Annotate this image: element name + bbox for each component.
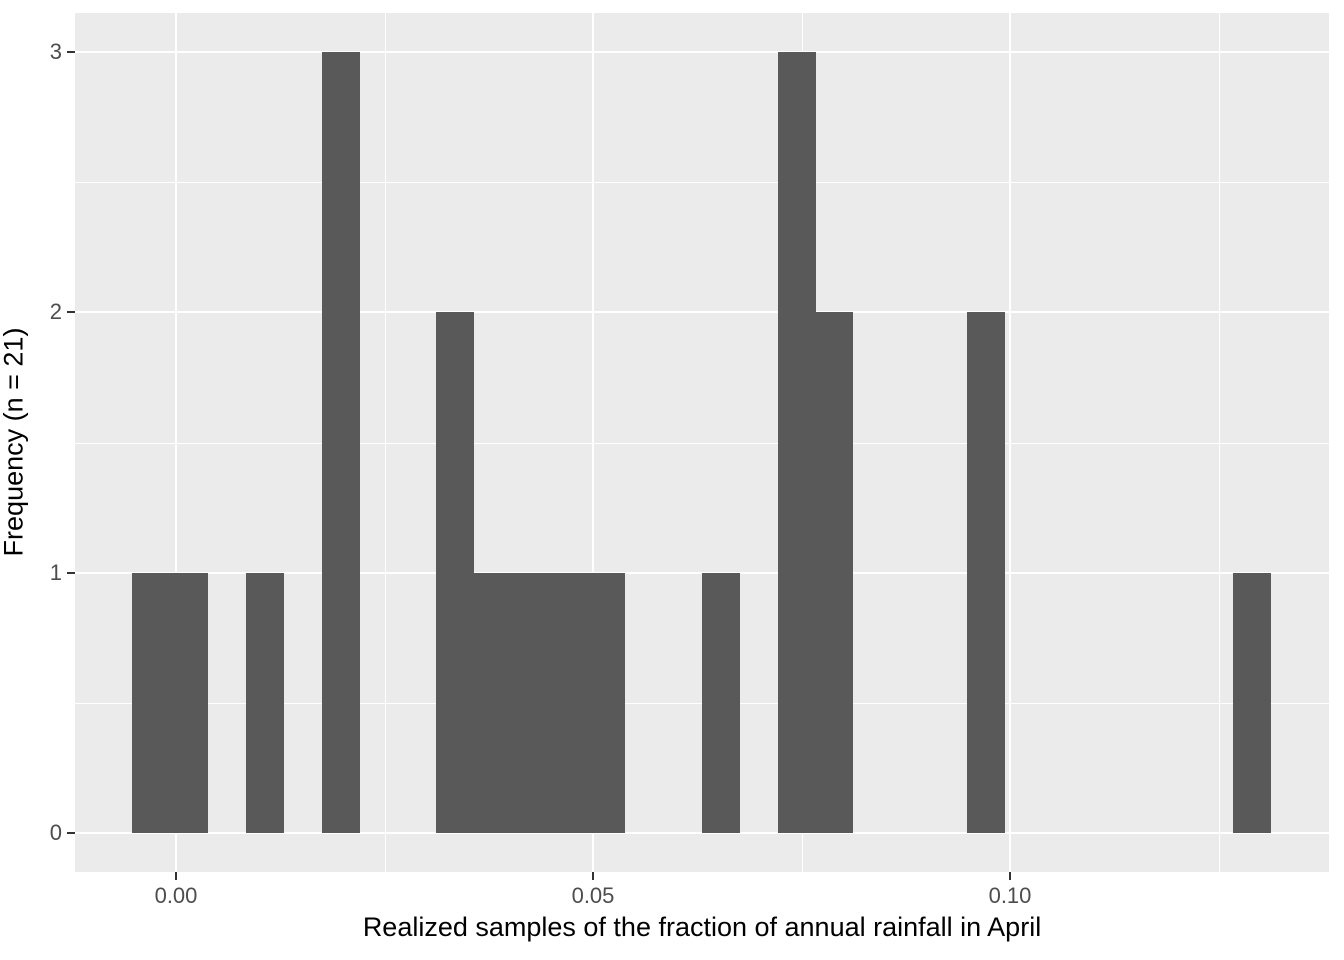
- x-major-gridline: [1009, 13, 1011, 872]
- histogram-bar: [815, 312, 853, 833]
- histogram-bar: [132, 573, 170, 833]
- y-axis-tick: [67, 572, 75, 574]
- x-major-gridline: [592, 13, 594, 872]
- histogram-bar: [550, 573, 588, 833]
- y-axis-tick: [67, 51, 75, 53]
- x-axis-tick: [175, 872, 177, 880]
- histogram-bar: [322, 52, 360, 833]
- histogram-bar: [702, 573, 740, 833]
- y-major-gridline: [75, 832, 1329, 834]
- histogram-bar: [246, 573, 284, 833]
- y-major-gridline: [75, 51, 1329, 53]
- histogram-bar: [967, 312, 1005, 833]
- y-major-gridline: [75, 311, 1329, 313]
- x-tick-label: 0.05: [571, 883, 615, 908]
- y-tick-label: 2: [49, 299, 62, 324]
- histogram-bar: [1233, 573, 1271, 833]
- histogram-bar: [474, 573, 512, 833]
- histogram-bar: [170, 573, 208, 833]
- y-axis-tick: [67, 311, 75, 313]
- y-tick-label: 1: [49, 560, 62, 585]
- y-tick-label: 3: [49, 39, 62, 64]
- x-axis-title: Realized samples of the fraction of annu…: [362, 912, 1042, 942]
- x-tick-label: 0.10: [988, 883, 1032, 908]
- y-axis-tick: [67, 832, 75, 834]
- histogram-bar: [436, 312, 474, 833]
- y-axis-title-text: Frequency (n = 21): [0, 327, 29, 557]
- y-minor-gridline: [75, 181, 1329, 183]
- y-tick-label: 0: [49, 820, 62, 845]
- x-axis-tick: [1009, 872, 1011, 880]
- histogram-bar: [512, 573, 550, 833]
- y-minor-gridline: [75, 442, 1329, 444]
- histogram-bar: [778, 52, 816, 833]
- plot-panel: [75, 13, 1329, 872]
- histogram-bar: [587, 573, 625, 833]
- x-tick-label: 0.00: [154, 883, 198, 908]
- x-major-gridline: [175, 13, 177, 872]
- x-axis-tick: [592, 872, 594, 880]
